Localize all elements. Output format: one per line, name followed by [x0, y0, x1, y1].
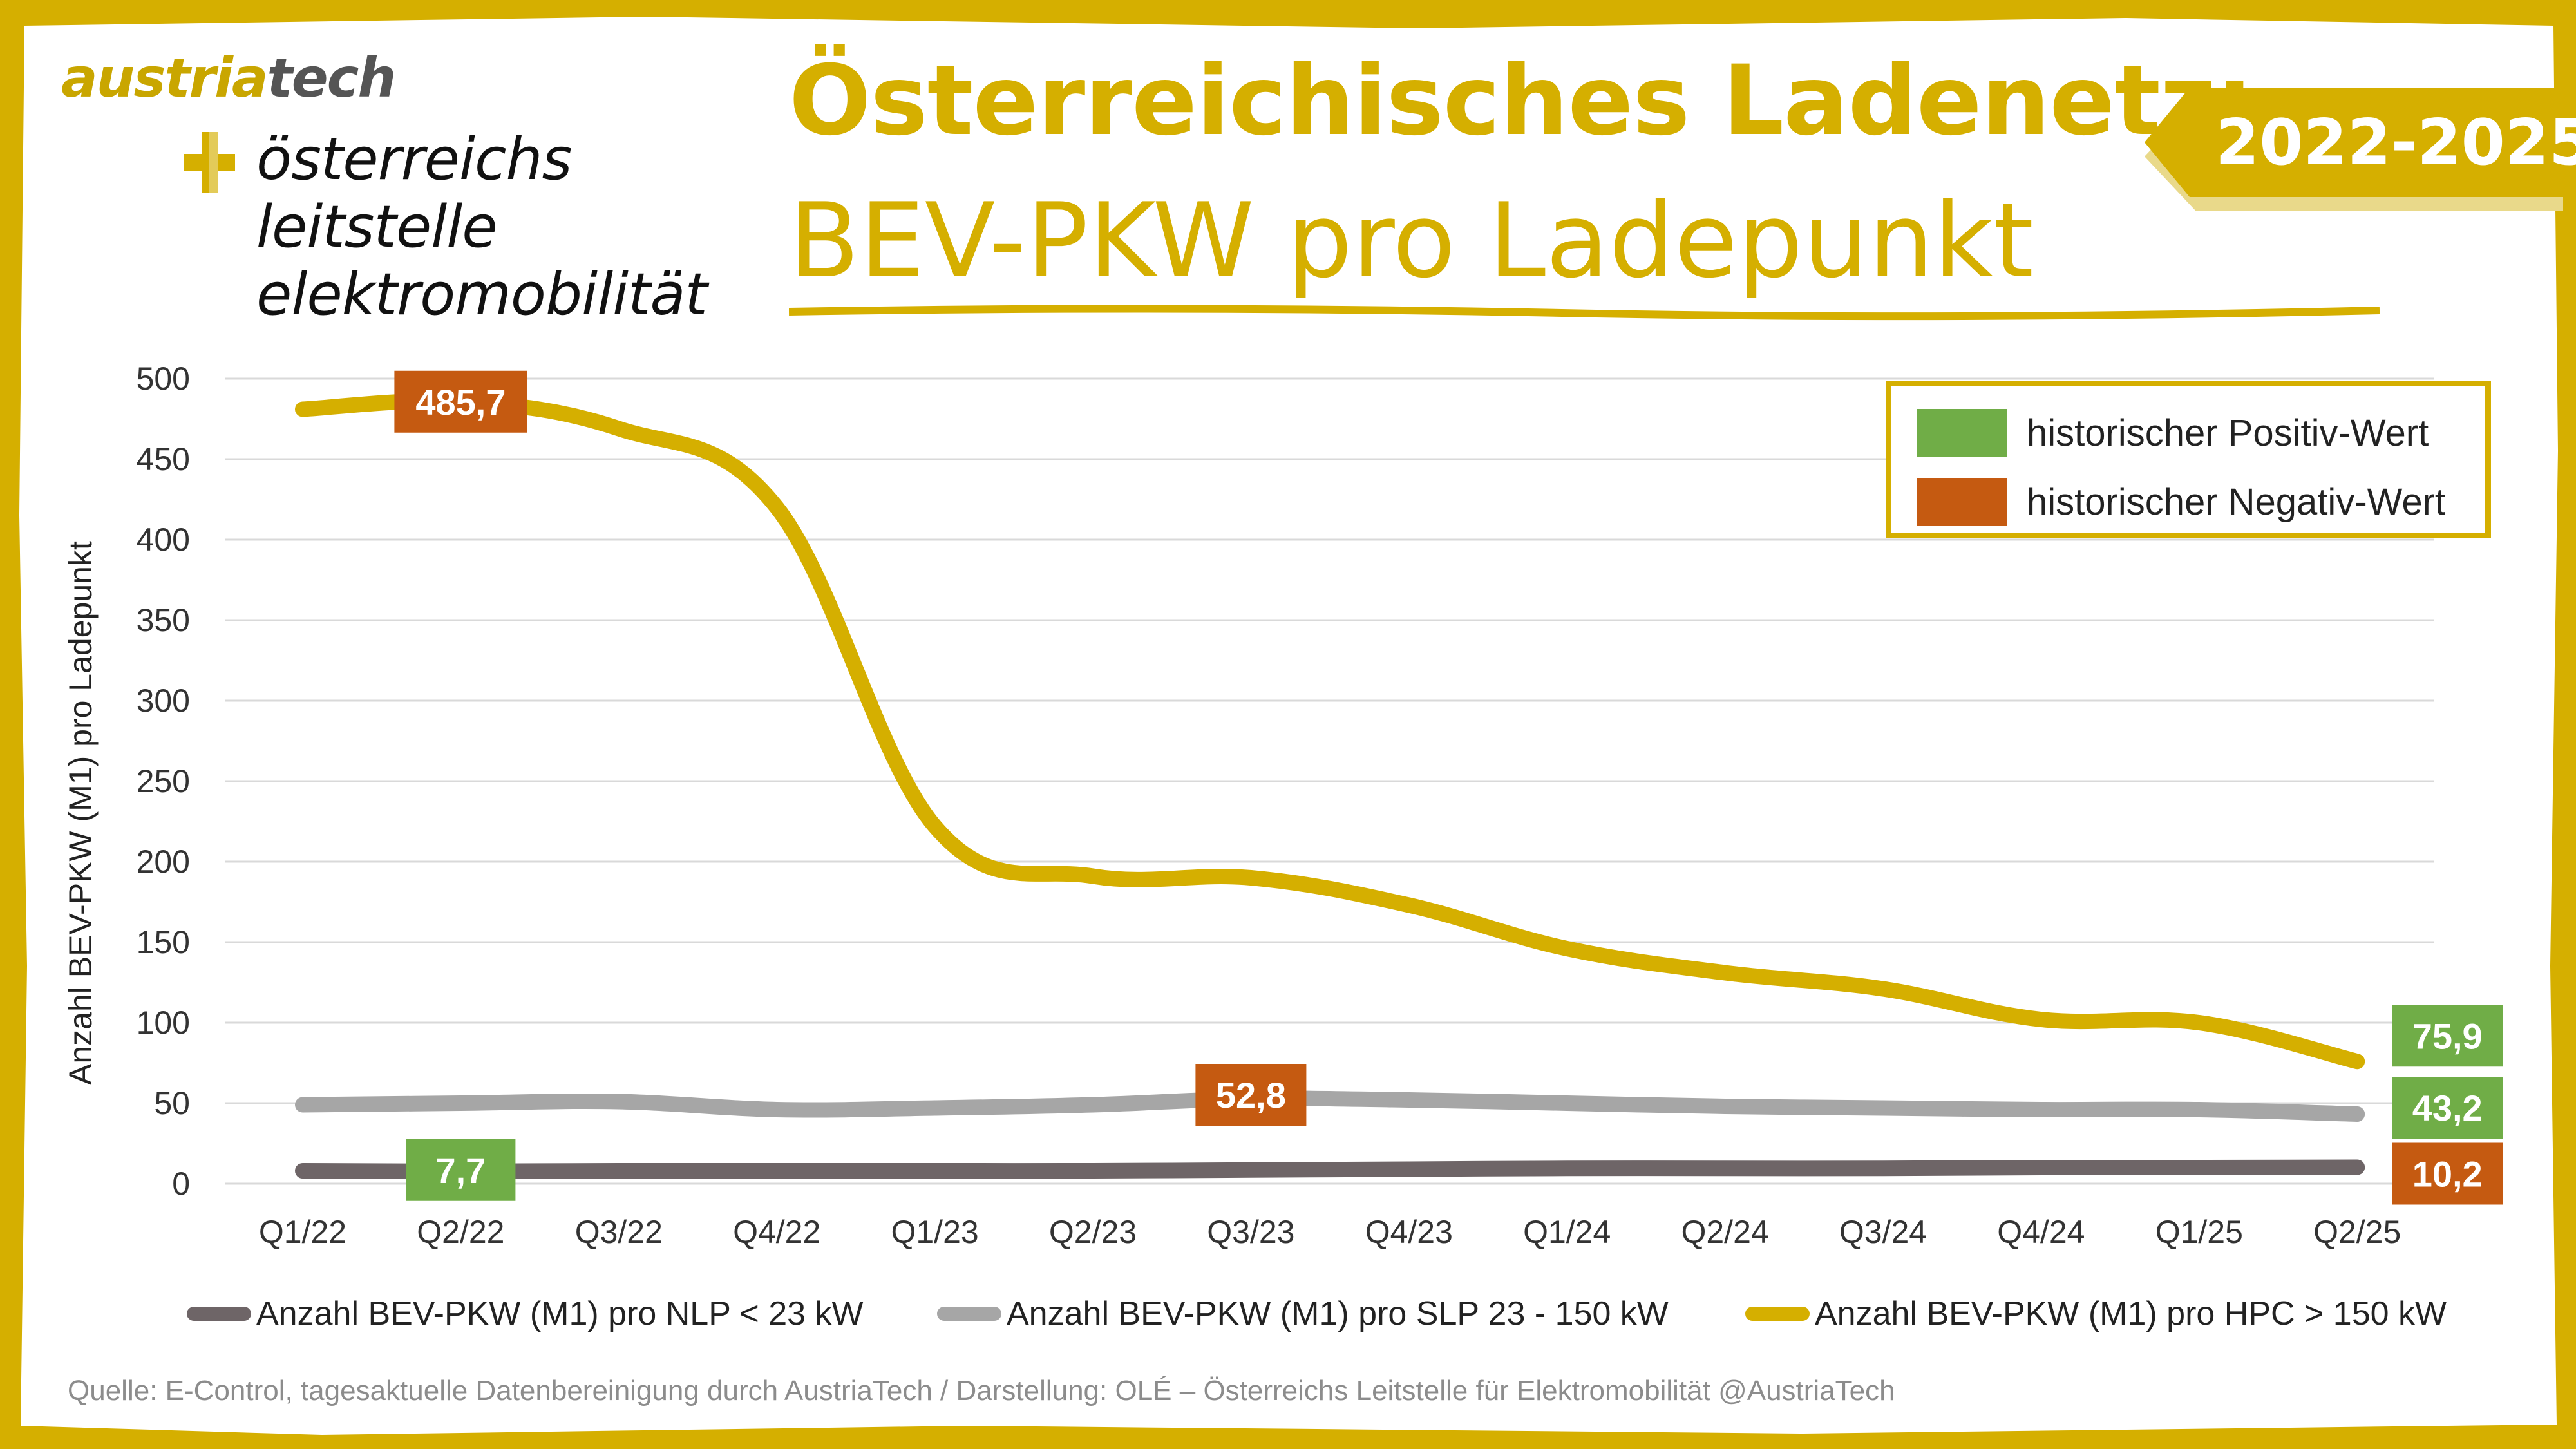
- data-label-box-nlp-1: [406, 1139, 516, 1201]
- legend-positive: historischer Positiv-Wert: [1917, 408, 2429, 458]
- data-label-box-nlp-13: [2392, 1142, 2503, 1205]
- legend-series-hpc: Anzahl BEV-PKW (M1) pro HPC > 150 kW: [1745, 1288, 2447, 1340]
- x-tick-Q4-24: Q4/24: [1997, 1214, 2085, 1250]
- series-line-nlp: [295, 1159, 2365, 1179]
- negative-swatch: [1917, 478, 2007, 526]
- x-tick-Q4-23: Q4/23: [1365, 1214, 1453, 1250]
- legend-series-nlp: Anzahl BEV-PKW (M1) pro NLP < 23 kW: [187, 1288, 864, 1340]
- period-badge: [2145, 88, 2563, 211]
- y-axis-label: Anzahl BEV-PKW (M1) pro Ladepunkt: [62, 541, 99, 1085]
- data-label-nlp-13: 10,2: [2412, 1154, 2483, 1195]
- y-tick-350: 350: [137, 602, 190, 638]
- value-legend: historischer Positiv-Wert historischer N…: [1886, 381, 2491, 538]
- y-tick-0: 0: [172, 1166, 190, 1202]
- series-line-slp: [295, 1090, 2365, 1122]
- y-tick-250: 250: [137, 763, 190, 799]
- y-tick-300: 300: [137, 683, 190, 719]
- logo-line-1: österreichs: [256, 126, 572, 193]
- y-tick-200: 200: [137, 844, 190, 880]
- legend-series-slp-label: Anzahl BEV-PKW (M1) pro SLP 23 - 150 kW: [1007, 1295, 1669, 1332]
- data-label-box-hpc-1: [394, 370, 527, 433]
- legend-series-nlp-label: Anzahl BEV-PKW (M1) pro NLP < 23 kW: [256, 1295, 864, 1332]
- data-label-box-slp-6: [1195, 1064, 1307, 1126]
- data-labels: 485,7 7,7 52,8 75,9 43,2 10,2: [394, 370, 2503, 1205]
- y-tick-100: 100: [137, 1005, 190, 1041]
- data-label-box-slp-13: [2392, 1077, 2503, 1139]
- y-tick-50: 50: [154, 1085, 190, 1121]
- x-tick-Q2-23: Q2/23: [1049, 1214, 1137, 1250]
- x-tick-Q3-22: Q3/22: [575, 1214, 663, 1250]
- x-axis: Q1/22 Q2/22 Q3/22 Q4/22 Q1/23 Q2/23 Q3/23 Q4/23…: [259, 1214, 2401, 1250]
- x-tick-Q1-24: Q1/24: [1523, 1214, 1611, 1250]
- x-tick-Q1-22: Q1/22: [259, 1214, 346, 1250]
- x-tick-Q2-25: Q2/25: [2313, 1214, 2401, 1250]
- hpc-swatch: [1745, 1307, 1810, 1321]
- x-tick-Q4-22: Q4/22: [733, 1214, 820, 1250]
- source-note: Quelle: E-Control, tagesaktuelle Datenbe…: [68, 1375, 1895, 1406]
- data-label-nlp-1: 7,7: [435, 1150, 486, 1191]
- x-tick-Q2-22: Q2/22: [417, 1214, 504, 1250]
- x-tick-Q3-23: Q3/23: [1207, 1214, 1294, 1250]
- data-label-slp-6: 52,8: [1216, 1075, 1286, 1115]
- legend-negative-label: historischer Negativ-Wert: [2027, 480, 2446, 523]
- data-label-slp-13: 43,2: [2412, 1088, 2483, 1128]
- plus-icon: [184, 132, 235, 193]
- series-legend: Anzahl BEV-PKW (M1) pro NLP < 23 kW Anza…: [0, 1288, 2576, 1340]
- period-badge-label: 2022-2025: [2215, 106, 2576, 180]
- y-tick-400: 400: [137, 522, 190, 558]
- y-axis: 0 50 100 150 200 250 300 350 400 450 500: [137, 361, 190, 1202]
- data-label-hpc-13: 75,9: [2412, 1016, 2483, 1056]
- legend-series-hpc-label: Anzahl BEV-PKW (M1) pro HPC > 150 kW: [1815, 1295, 2447, 1332]
- data-label-box-hpc-13: [2392, 1005, 2503, 1067]
- slp-swatch: [937, 1307, 1001, 1321]
- logo-line-3: elektromobilität: [256, 261, 708, 328]
- nlp-swatch: [187, 1307, 251, 1321]
- austriatech-logo: austriatech: [61, 46, 396, 109]
- y-tick-150: 150: [137, 924, 190, 960]
- logo-line-2: leitstelle: [256, 193, 498, 261]
- y-tick-500: 500: [137, 361, 190, 397]
- positive-swatch: [1917, 409, 2007, 457]
- legend-series-slp: Anzahl BEV-PKW (M1) pro SLP 23 - 150 kW: [937, 1288, 1669, 1340]
- page-subtitle: BEV-PKW pro Ladepunkt: [789, 180, 2034, 301]
- x-tick-Q3-24: Q3/24: [1839, 1214, 1927, 1250]
- legend-positive-label: historischer Positiv-Wert: [2027, 412, 2429, 454]
- x-tick-Q1-25: Q1/25: [2155, 1214, 2243, 1250]
- y-tick-450: 450: [137, 441, 190, 477]
- legend-negative: historischer Negativ-Wert: [1917, 477, 2445, 527]
- x-tick-Q2-24: Q2/24: [1681, 1214, 1768, 1250]
- page-title: Österreichisches Ladenetz:: [789, 45, 2254, 157]
- x-tick-Q1-23: Q1/23: [891, 1214, 978, 1250]
- series: [295, 393, 2365, 1179]
- data-label-hpc-1: 485,7: [415, 382, 506, 422]
- series-line-hpc: [295, 393, 2365, 1070]
- title-underline: [789, 305, 2380, 321]
